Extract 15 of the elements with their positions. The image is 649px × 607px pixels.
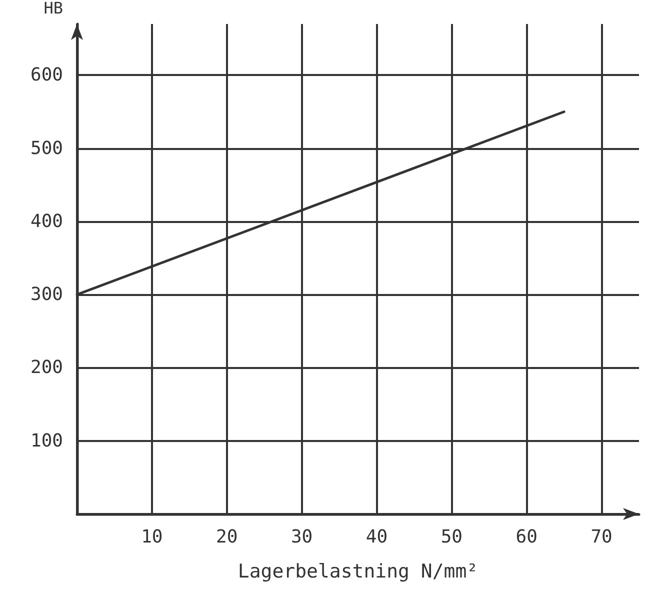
y-tick-label: 400 [30,210,63,232]
x-tick-label: 10 [141,526,163,548]
y-tick-label: 600 [30,64,63,86]
y-axis-title: HB [44,0,63,18]
x-tick-label: 20 [216,526,238,548]
x-tick-label: 30 [290,526,313,548]
x-tick-label: 40 [366,526,388,548]
y-tick-label: 500 [30,138,63,159]
y-tick-label: 200 [30,357,63,378]
x-axis-title: Lagerbelastning N/mm² [238,560,478,582]
x-tick-label: 50 [440,526,463,548]
y-tick-label: 300 [30,284,63,306]
x-tick-label: 70 [590,526,612,548]
y-tick-label: 100 [30,430,63,452]
x-tick-label: 60 [516,526,538,548]
